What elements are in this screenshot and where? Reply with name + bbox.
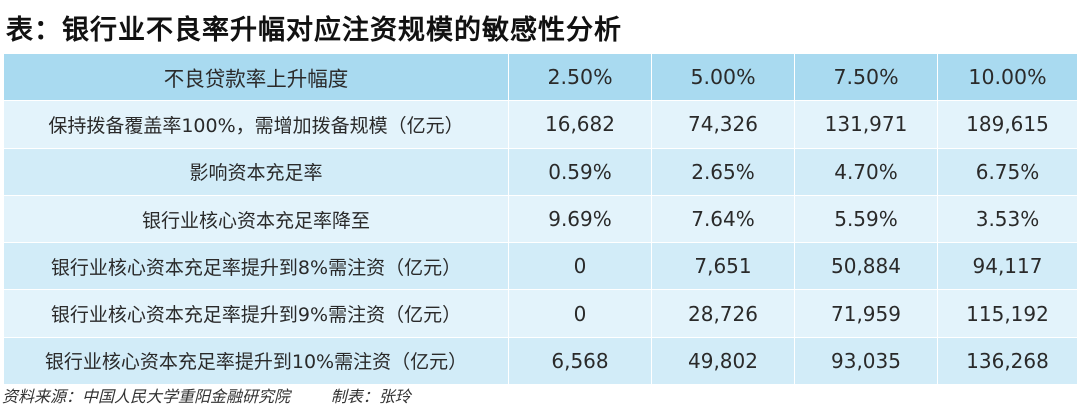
header-cell: 7.50%: [794, 52, 938, 102]
table-cell: 74,326: [651, 100, 795, 149]
row-label: 保持拨备覆盖率100%，需增加拨备规模（亿元）: [3, 100, 509, 149]
table-cell: 115,192: [937, 289, 1078, 338]
table-row: 银行业核心资本充足率提升到8%需注资（亿元） 0 7,651 50,884 94…: [3, 242, 1078, 291]
row-label: 银行业核心资本充足率降至: [3, 194, 509, 244]
row-label: 银行业核心资本充足率提升到8%需注资（亿元）: [3, 242, 509, 291]
header-cell: 10.00%: [937, 52, 1078, 102]
table-cell: 0: [508, 289, 652, 338]
header-cell: 2.50%: [508, 52, 652, 102]
table-cell: 4.70%: [794, 147, 938, 196]
table-cell: 131,971: [794, 100, 938, 149]
source-note: 资料来源：中国人民大学重阳金融研究院 制表：张玲: [2, 383, 411, 407]
table-row: 银行业核心资本充足率提升到10%需注资（亿元） 6,568 49,802 93,…: [3, 336, 1078, 386]
table-cell: 6,568: [508, 336, 652, 386]
row-label: 影响资本充足率: [3, 147, 509, 196]
source-text: 资料来源：中国人民大学重阳金融研究院: [2, 387, 291, 406]
table-row: 银行业核心资本充足率提升到9%需注资（亿元） 0 28,726 71,959 1…: [3, 289, 1078, 338]
table-cell: 3.53%: [937, 194, 1078, 244]
table-cell: 94,117: [937, 242, 1078, 291]
sensitivity-table: 不良贷款率上升幅度 2.50% 5.00% 7.50% 10.00% 保持拨备覆…: [3, 52, 1078, 386]
table-cell: 6.75%: [937, 147, 1078, 196]
table-row: 影响资本充足率 0.59% 2.65% 4.70% 6.75%: [3, 147, 1078, 196]
header-cell: 不良贷款率上升幅度: [3, 52, 509, 102]
table-cell: 2.65%: [651, 147, 795, 196]
table-cell: 7,651: [651, 242, 795, 291]
header-cell: 5.00%: [651, 52, 795, 102]
table-cell: 0: [508, 242, 652, 291]
table-cell: 7.64%: [651, 194, 795, 244]
table-maker-text: 制表：张玲: [330, 387, 411, 406]
table-header-row: 不良贷款率上升幅度 2.50% 5.00% 7.50% 10.00%: [3, 52, 1078, 102]
table-cell: 189,615: [937, 100, 1078, 149]
table-cell: 9.69%: [508, 194, 652, 244]
table-cell: 16,682: [508, 100, 652, 149]
table-cell: 50,884: [794, 242, 938, 291]
table-row: 保持拨备覆盖率100%，需增加拨备规模（亿元） 16,682 74,326 13…: [3, 100, 1078, 149]
table-row: 银行业核心资本充足率降至 9.69% 7.64% 5.59% 3.53%: [3, 194, 1078, 244]
table-cell: 136,268: [937, 336, 1078, 386]
table-cell: 0.59%: [508, 147, 652, 196]
table-cell: 71,959: [794, 289, 938, 338]
table-cell: 5.59%: [794, 194, 938, 244]
table-cell: 28,726: [651, 289, 795, 338]
row-label: 银行业核心资本充足率提升到9%需注资（亿元）: [3, 289, 509, 338]
table-cell: 93,035: [794, 336, 938, 386]
table-title: 表：银行业不良率升幅对应注资规模的敏感性分析: [6, 15, 622, 46]
row-label: 银行业核心资本充足率提升到10%需注资（亿元）: [3, 336, 509, 386]
table-cell: 49,802: [651, 336, 795, 386]
